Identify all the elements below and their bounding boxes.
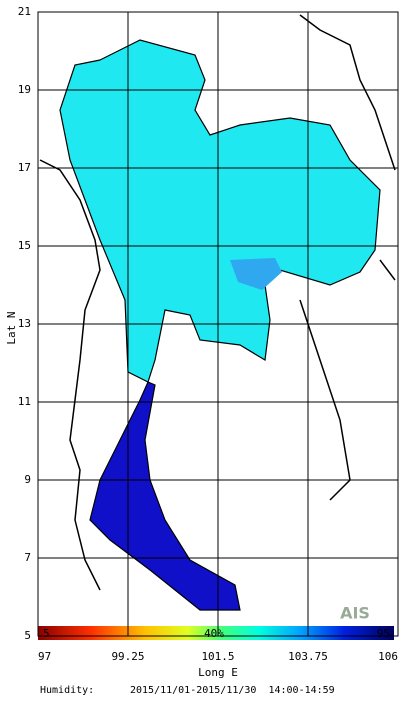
x-tick-label: 99.25 [111, 650, 144, 663]
y-tick-label: 13 [18, 317, 31, 330]
y-tick-label: 17 [18, 161, 31, 174]
border-east [299, 14, 396, 501]
x-tick-label: 103.75 [288, 650, 328, 663]
logo: AIS [340, 604, 370, 623]
y-axis-label: Lat N [5, 311, 18, 344]
y-tick-label: 9 [24, 473, 31, 486]
x-tick-label: 101.5 [201, 650, 234, 663]
y-tick-label: 11 [18, 395, 31, 408]
footer-period: 2015/11/01-2015/11/30 14:00-14:59 [130, 685, 335, 696]
y-tick-label: 5 [24, 629, 31, 642]
x-axis-label: Long E [198, 666, 238, 679]
coastline-west [39, 159, 101, 591]
colorbar-mid: 40% [204, 627, 224, 640]
y-tick-label: 15 [18, 239, 31, 252]
y-tick-label: 21 [18, 5, 31, 18]
region-humid-patch [230, 258, 282, 290]
colorbar-max: 95 [377, 627, 390, 640]
y-tick-label: 19 [18, 83, 31, 96]
x-tick-label: 97 [38, 650, 51, 663]
footer-variable: Humidity: [40, 685, 94, 696]
colorbar-min: 5 [43, 627, 50, 640]
y-tick-label: 7 [24, 551, 31, 564]
x-tick-label: 106 [378, 650, 398, 663]
